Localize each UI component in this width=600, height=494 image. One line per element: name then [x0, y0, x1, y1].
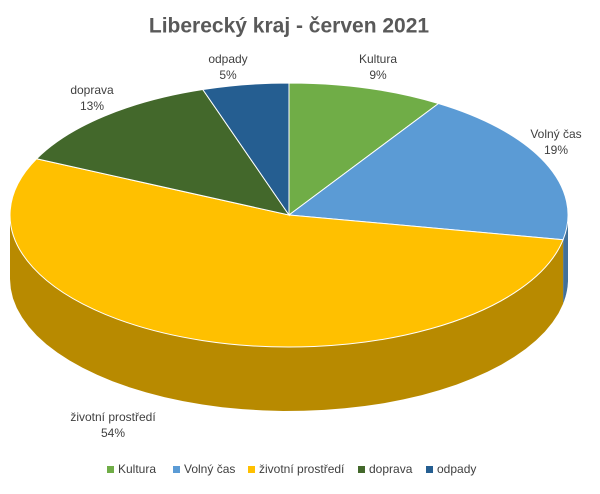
legend-label: doprava: [369, 462, 413, 476]
data-label-name: životní prostředí: [70, 410, 156, 424]
data-label-value: 13%: [80, 99, 104, 113]
legend-label: odpady: [437, 462, 476, 476]
legend-label: Volný čas: [184, 462, 235, 476]
data-label-name: Kultura: [359, 52, 397, 66]
legend-swatch: [248, 466, 255, 473]
slice-side: [10, 215, 564, 411]
data-label-value: 9%: [369, 68, 387, 82]
slice: [9, 158, 564, 348]
legend-label: Kultura: [118, 462, 156, 476]
legend-swatch: [107, 466, 114, 473]
slice: [288, 82, 440, 216]
legend-swatch: [173, 466, 180, 473]
data-label-value: 5%: [219, 68, 237, 82]
legend-swatch: [358, 466, 365, 473]
data-label-value: 54%: [101, 426, 125, 440]
legend-label: životní prostředí: [259, 462, 345, 476]
legend-swatch: [426, 466, 433, 473]
data-label-value: 19%: [544, 143, 568, 157]
data-label-name: odpady: [208, 52, 247, 66]
chart-title: Liberecký kraj - červen 2021: [149, 15, 430, 38]
slice: [287, 102, 569, 241]
data-label-name: Volný čas: [530, 127, 581, 141]
slice: [35, 88, 291, 216]
data-label-name: doprava: [70, 83, 114, 97]
slice: [201, 82, 290, 217]
